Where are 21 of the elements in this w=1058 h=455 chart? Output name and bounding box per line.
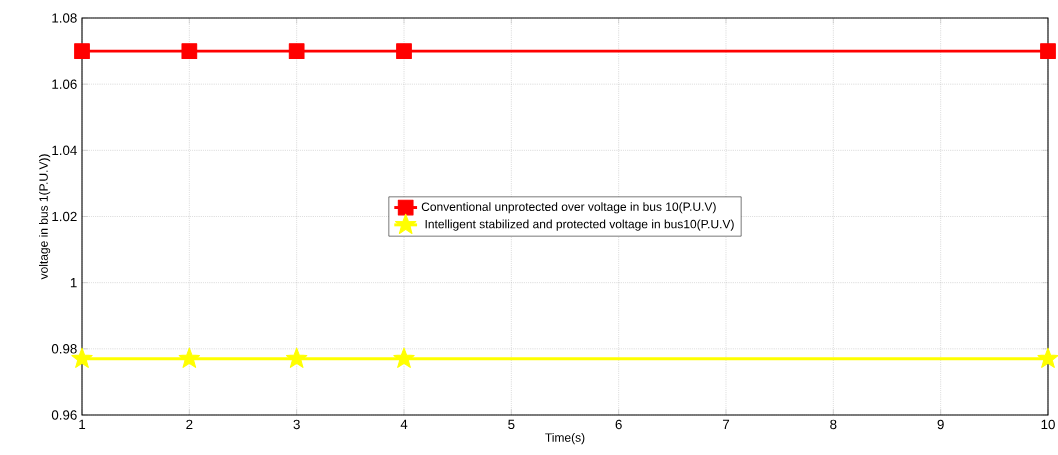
legend-label: Conventional unprotected over voltage in bus 10(P.U.V) [421, 202, 716, 214]
x-tick-label: 2 [186, 419, 193, 430]
legend-label: Intelligent stabilized and protected voltage in bus10(P.U.V) [425, 219, 734, 231]
y-tick-label: 1.06 [52, 79, 77, 89]
x-axis-title: Time(s) [545, 432, 585, 445]
y-tick-label: 0.98 [51, 344, 77, 354]
y-tick-label: 0.96 [51, 410, 77, 420]
y-tick-label: 1.08 [52, 13, 77, 23]
x-tick-label: 6 [615, 419, 622, 430]
x-tick-label: 5 [508, 419, 515, 430]
x-tick-label: 7 [722, 419, 730, 429]
x-tick-label: 10 [1041, 419, 1055, 430]
x-tick-label: 4 [400, 419, 408, 429]
y-axis-title: voltage in bus 1(P.U.V)) [39, 154, 51, 280]
y-tick-label: 1.02 [52, 211, 77, 222]
x-tick-label: 1 [79, 419, 86, 429]
y-tick-label: 1.04 [52, 145, 77, 156]
x-tick-label: 9 [937, 419, 944, 430]
x-tick-label: 3 [293, 419, 300, 430]
x-tick-label: 8 [830, 419, 837, 430]
y-tick-label: 1 [70, 278, 77, 288]
